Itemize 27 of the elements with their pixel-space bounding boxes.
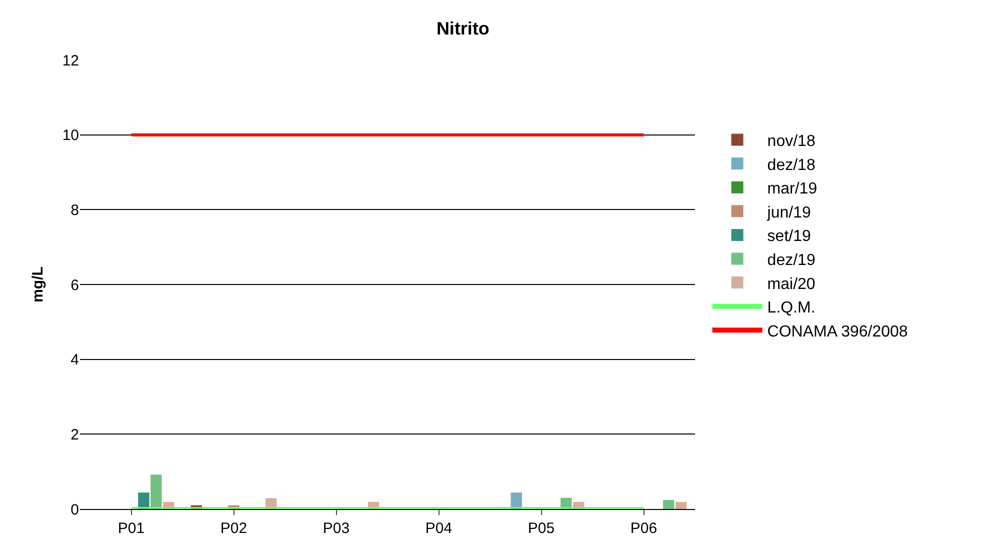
x-tick-label: P04 bbox=[425, 520, 452, 537]
bar bbox=[675, 502, 687, 509]
y-tick-label: 10 bbox=[62, 127, 79, 144]
chart-title: Nitrito bbox=[436, 18, 490, 39]
x-tick-label: P01 bbox=[118, 520, 145, 537]
x-tick-label: P03 bbox=[322, 520, 350, 537]
legend-label: mar/19 bbox=[767, 180, 818, 198]
x-tick-label: P05 bbox=[528, 520, 555, 537]
y-tick-label: 12 bbox=[62, 52, 79, 70]
y-tick-label: 4 bbox=[70, 352, 79, 369]
legend-label: dez/19 bbox=[767, 252, 816, 269]
y-tick-label: 0 bbox=[70, 501, 79, 518]
legend-label: CONAMA 396/2008 bbox=[767, 323, 908, 340]
x-tick-label: P02 bbox=[220, 520, 248, 537]
bar bbox=[663, 500, 674, 509]
legend-label: set/19 bbox=[767, 228, 811, 246]
legend-label: jun/19 bbox=[766, 204, 811, 222]
legend-label: nov/18 bbox=[767, 133, 816, 150]
bar bbox=[150, 474, 162, 509]
y-tick-label: 2 bbox=[70, 426, 79, 444]
legend-label: dez/18 bbox=[767, 156, 816, 174]
y-tick-label: 8 bbox=[70, 202, 79, 219]
x-tick-label: P06 bbox=[630, 520, 658, 537]
y-axis-title: mg/L bbox=[30, 266, 47, 302]
legend-label: L.Q.M. bbox=[767, 300, 816, 317]
legend-label: mai/20 bbox=[767, 276, 816, 293]
y-tick-label: 6 bbox=[70, 276, 79, 294]
